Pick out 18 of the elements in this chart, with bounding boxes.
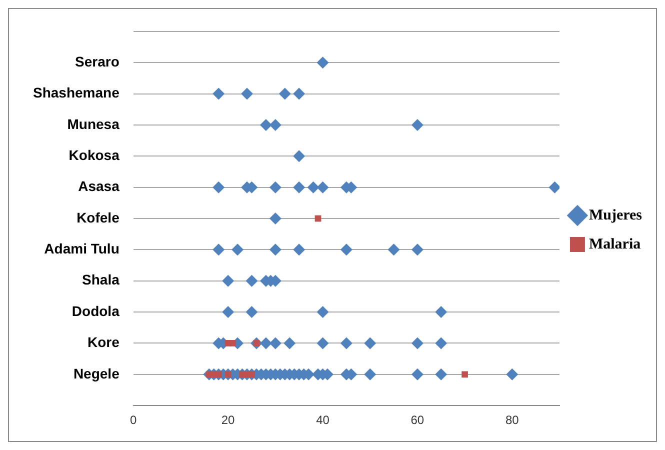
legend-label: Mujeres	[588, 207, 642, 224]
y-tick-label: Kofele	[76, 209, 120, 226]
x-tick-label: 20	[221, 413, 236, 428]
x-tick-label: 80	[505, 413, 520, 428]
y-tick-label: Asasa	[78, 178, 120, 194]
x-tick-label: 0	[130, 413, 138, 428]
x-tick-label: 60	[410, 413, 424, 428]
legend-label: Malaria	[588, 236, 642, 252]
y-tick-label: Shashemane	[32, 84, 120, 101]
y-tick-label: Munesa	[67, 116, 120, 132]
y-tick-label: Dodola	[72, 302, 120, 319]
y-tick-label: Shala	[82, 272, 120, 288]
y-tick-label: Negele	[73, 365, 120, 382]
y-tick-label: Kore	[87, 334, 120, 350]
y-tick-label: Seraro	[75, 53, 120, 70]
y-tick-label: Adami Tulu	[44, 240, 120, 257]
y-tick-label: Kokosa	[68, 146, 120, 163]
x-tick-label: 40	[316, 413, 330, 428]
